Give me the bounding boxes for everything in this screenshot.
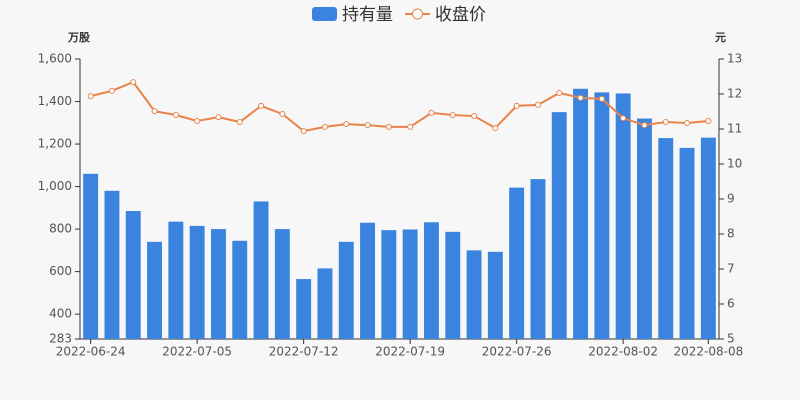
bar bbox=[338, 241, 354, 339]
y2-tick-label: 12 bbox=[727, 87, 742, 101]
y2-tick-label: 10 bbox=[727, 157, 742, 171]
bar bbox=[509, 187, 525, 339]
line-point bbox=[385, 123, 392, 130]
bar bbox=[530, 179, 546, 339]
line-point bbox=[684, 120, 691, 127]
y2-axis-label: 元 bbox=[715, 31, 726, 44]
line-point bbox=[598, 95, 605, 102]
y2-tick-label: 7 bbox=[727, 262, 735, 276]
y-tick-label: 1,000 bbox=[38, 179, 72, 193]
bar bbox=[636, 118, 652, 339]
bar bbox=[381, 230, 397, 339]
bar bbox=[487, 251, 503, 339]
bar bbox=[360, 222, 376, 339]
bar bbox=[466, 250, 482, 339]
bar bbox=[125, 211, 141, 339]
bar bbox=[210, 229, 226, 339]
bar bbox=[232, 240, 248, 339]
bar bbox=[423, 222, 439, 339]
x-tick-label: 2022-07-26 bbox=[482, 345, 552, 359]
line-point bbox=[492, 124, 499, 131]
line-point bbox=[172, 112, 179, 118]
bar bbox=[573, 88, 589, 339]
line-point bbox=[194, 117, 201, 124]
line-point bbox=[471, 113, 478, 120]
bar bbox=[274, 229, 290, 339]
y-axis-label: 万股 bbox=[67, 31, 91, 44]
y-tick-label: 1,400 bbox=[38, 94, 72, 108]
line-point bbox=[449, 112, 456, 118]
line-point bbox=[428, 109, 435, 116]
line-point bbox=[151, 108, 158, 115]
legend-swatch bbox=[312, 7, 337, 21]
x-tick-label: 2022-07-12 bbox=[269, 345, 339, 359]
line-point bbox=[108, 87, 115, 94]
x-tick-label: 2022-07-05 bbox=[162, 345, 232, 359]
line-point bbox=[236, 119, 243, 125]
bar bbox=[658, 138, 674, 339]
y-tick-label: 800 bbox=[49, 222, 72, 236]
y-tick-label: 600 bbox=[49, 264, 72, 278]
line-point bbox=[620, 115, 627, 122]
y2-tick-label: 6 bbox=[727, 297, 735, 311]
line-point bbox=[87, 93, 94, 100]
y-tick-label: 400 bbox=[49, 307, 72, 321]
y2-tick-label: 11 bbox=[727, 122, 742, 136]
line-point bbox=[705, 117, 712, 124]
bar bbox=[317, 268, 333, 339]
bar bbox=[615, 93, 631, 339]
line-point bbox=[321, 123, 328, 130]
bar bbox=[402, 229, 418, 339]
y-tick-label: 1,200 bbox=[38, 137, 72, 151]
line-point bbox=[300, 128, 307, 135]
line-point bbox=[364, 122, 371, 129]
line-point bbox=[556, 89, 563, 96]
line-point bbox=[215, 114, 222, 121]
bar bbox=[594, 92, 610, 339]
line-point bbox=[279, 110, 286, 117]
x-tick-label: 2022-08-08 bbox=[673, 345, 743, 359]
line-point bbox=[343, 121, 350, 128]
bar bbox=[679, 147, 695, 339]
line-point bbox=[130, 79, 137, 86]
line-point bbox=[407, 123, 414, 130]
bar bbox=[104, 190, 120, 339]
bar bbox=[83, 173, 99, 339]
bar bbox=[296, 279, 312, 339]
y2-tick-label: 5 bbox=[727, 332, 735, 346]
legend-label: 持有量 bbox=[342, 5, 393, 25]
bar bbox=[147, 241, 163, 339]
y2-tick-label: 9 bbox=[727, 192, 735, 206]
bar bbox=[700, 137, 716, 339]
line bbox=[90, 80, 709, 133]
bar bbox=[168, 221, 184, 339]
y-tick-label: 1,600 bbox=[38, 52, 72, 66]
line-point bbox=[534, 101, 541, 108]
line-point bbox=[577, 94, 584, 101]
bar bbox=[189, 225, 205, 339]
line-point bbox=[513, 102, 520, 109]
y2-tick-label: 8 bbox=[727, 227, 735, 241]
line-point bbox=[662, 119, 669, 125]
line-point bbox=[641, 122, 648, 129]
x-tick-label: 2022-06-24 bbox=[56, 345, 126, 359]
legend-label: 收盘价 bbox=[435, 5, 486, 25]
x-tick-label: 2022-07-19 bbox=[375, 345, 445, 359]
line-point bbox=[258, 102, 265, 109]
legend-swatch bbox=[412, 8, 423, 20]
bar bbox=[551, 112, 567, 340]
y-tick-label: 283 bbox=[49, 332, 72, 346]
bar bbox=[253, 201, 269, 339]
bar bbox=[445, 231, 461, 339]
x-tick-label: 2022-08-02 bbox=[588, 345, 658, 359]
y2-tick-label: 13 bbox=[727, 52, 742, 66]
